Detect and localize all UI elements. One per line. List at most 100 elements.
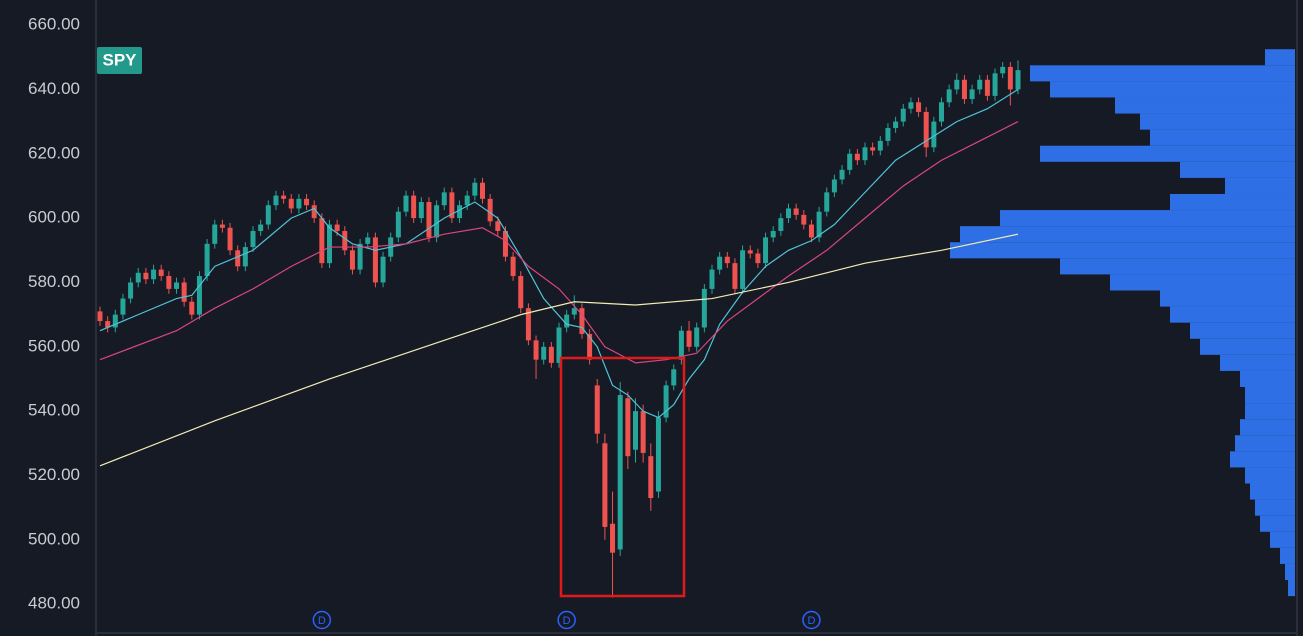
candle-body xyxy=(961,79,967,100)
candle-body xyxy=(747,250,753,254)
candle-body xyxy=(112,314,118,328)
candle-body xyxy=(717,256,723,270)
candle-body xyxy=(831,179,837,193)
candle-body xyxy=(411,195,417,219)
candle-body xyxy=(212,224,218,244)
candle-body xyxy=(617,395,623,550)
candle-body xyxy=(158,269,164,277)
candle-body xyxy=(579,308,585,334)
candle-body xyxy=(418,202,424,219)
y-tick-label: 660.00 xyxy=(28,15,80,34)
event-label: D xyxy=(563,615,571,627)
candle-body xyxy=(288,198,294,209)
candle-body xyxy=(678,330,684,360)
candle-body xyxy=(839,169,845,180)
candle-body xyxy=(847,153,853,170)
volume-profile-bar xyxy=(1245,387,1295,404)
candle-body xyxy=(380,256,386,283)
candle-body xyxy=(510,256,516,277)
candle-body xyxy=(877,140,883,151)
candle-body xyxy=(939,102,944,122)
candle-body xyxy=(265,205,271,225)
candle-body xyxy=(556,327,562,363)
candle-body xyxy=(143,272,149,280)
candle-body xyxy=(311,205,317,219)
volume-profile-bar xyxy=(1288,580,1295,597)
candle-body xyxy=(189,301,195,315)
candle-body xyxy=(824,192,830,212)
plot-area: 480.00 500.00 520.00 540.00 560.00 580.00 600.… xyxy=(28,15,1295,630)
symbol: SPY xyxy=(102,50,137,69)
moving-average-line xyxy=(99,88,1019,419)
candle-body xyxy=(273,195,279,206)
candle-body xyxy=(564,314,570,328)
candle-body xyxy=(395,211,401,238)
candle-body xyxy=(954,79,960,90)
y-tick-label: 600.00 xyxy=(28,208,80,227)
candle-body xyxy=(648,456,654,498)
candle-body xyxy=(778,218,784,231)
candle-body xyxy=(755,253,761,264)
candle-body xyxy=(174,282,179,289)
volume-profile-bar xyxy=(1140,113,1295,130)
candle-body xyxy=(135,272,141,283)
candle-body xyxy=(969,89,975,100)
event-marker xyxy=(312,610,332,630)
candle-body xyxy=(181,282,187,302)
candle-body xyxy=(342,230,348,251)
y-tick-label: 580.00 xyxy=(28,272,80,291)
candle-body xyxy=(533,340,539,360)
y-tick-label: 540.00 xyxy=(28,401,80,420)
event-marker xyxy=(557,610,576,630)
volume-profile-bar xyxy=(1255,499,1295,516)
volume-profile-bar xyxy=(1180,161,1295,178)
volume-profile-bar xyxy=(1060,258,1295,275)
candle-body xyxy=(816,211,822,238)
candle-body xyxy=(281,195,287,199)
candle-body xyxy=(1015,70,1021,90)
event-label: D xyxy=(318,615,326,627)
moving-average-line xyxy=(99,233,1019,467)
highlight-box xyxy=(559,356,686,598)
candle-body xyxy=(870,147,876,151)
candle-body xyxy=(984,79,990,96)
volume-profile-bar xyxy=(1040,145,1295,162)
y-tick-label: 640.00 xyxy=(28,79,80,98)
candle-body xyxy=(808,224,814,238)
candle-body xyxy=(655,417,661,492)
volume-profile-bar xyxy=(950,242,1295,259)
candle-body xyxy=(426,202,432,238)
symbol-badge xyxy=(97,47,142,74)
candle-body xyxy=(1000,66,1006,74)
candle-body xyxy=(740,250,746,289)
candle-body xyxy=(786,208,791,219)
candle-body xyxy=(992,73,998,96)
candle-body xyxy=(457,205,463,219)
candle-body xyxy=(763,237,769,264)
candle-body xyxy=(296,198,302,209)
candle-body xyxy=(893,121,899,129)
candle-body xyxy=(403,195,409,212)
candle-body xyxy=(1007,66,1013,90)
candle-body xyxy=(441,192,447,206)
candle-body xyxy=(258,224,264,231)
volume-profile-bar xyxy=(1265,49,1295,66)
volume-profile-bar xyxy=(1250,483,1295,500)
candle-body xyxy=(594,385,600,434)
candle-body xyxy=(977,79,983,90)
candle-body xyxy=(770,230,776,238)
candle-body xyxy=(151,269,157,280)
candle-body xyxy=(472,182,478,196)
candle-body xyxy=(349,250,355,270)
event-label: D xyxy=(807,615,815,627)
candle-body xyxy=(219,224,225,228)
volume-profile-bar xyxy=(1280,547,1295,564)
volume-profile-bar xyxy=(1170,306,1295,323)
volume-profile-bar xyxy=(1225,177,1295,194)
volume-profile-bar xyxy=(1285,563,1295,581)
candle-body xyxy=(885,128,891,141)
volume-profile-bar xyxy=(1245,467,1295,484)
candle-body xyxy=(633,411,638,450)
candle-body xyxy=(372,237,378,283)
